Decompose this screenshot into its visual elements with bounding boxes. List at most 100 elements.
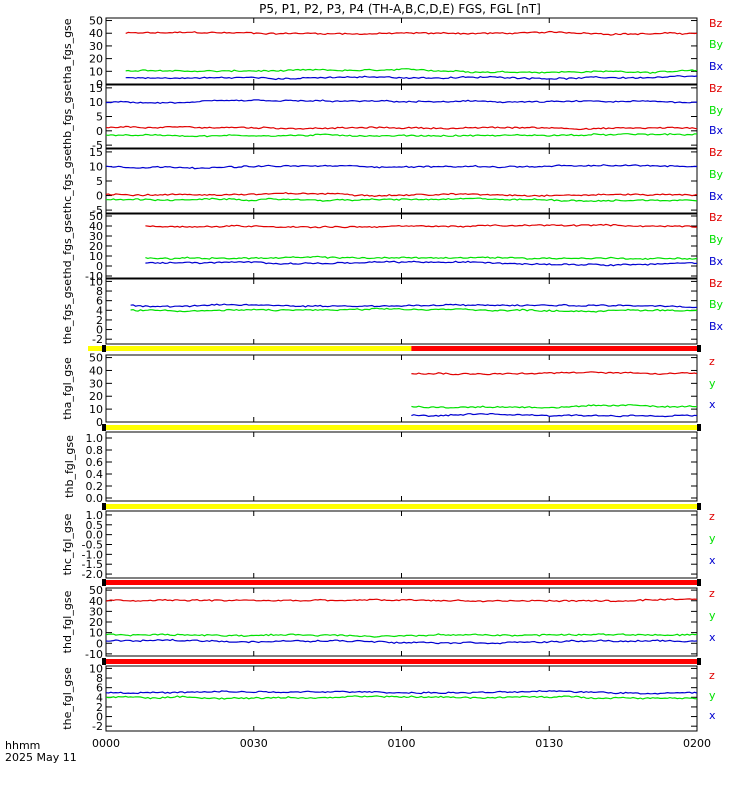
y-tick-label: 30 (89, 377, 103, 390)
y-axis-label: thb_fgs_gse (61, 84, 74, 150)
panel-frame (105, 84, 698, 149)
y-tick-label: -2.0 (82, 568, 103, 581)
legend-y: y (709, 609, 716, 622)
legend-y: y (709, 377, 716, 390)
y-tick-label: 20 (89, 53, 103, 66)
y-axis-label: the_fgl_gse (61, 667, 74, 730)
panel-frame (105, 278, 698, 345)
y-tick-label: 0.0 (86, 529, 104, 542)
legend-Bz: Bz (709, 82, 723, 95)
y-tick-label: 15 (89, 146, 103, 159)
legend-x: x (709, 631, 716, 644)
legend-Bx: Bx (709, 255, 724, 268)
y-tick-label: 0 (96, 260, 103, 273)
y-axis-label: tha_fgs_gse (61, 18, 74, 83)
y-tick-label: 10 (89, 627, 103, 640)
series-line-x (106, 689, 697, 695)
y-tick-label: -10 (85, 270, 103, 283)
quality-bar-cap (102, 345, 106, 352)
series-line-By (106, 197, 697, 203)
legend-By: By (709, 168, 724, 181)
y-tick-label: 0 (96, 324, 103, 337)
panel-thb_fgl_gse: 0.00.20.40.60.81.0 thb_fgl_gse (63, 431, 698, 505)
quality-bar-cap (697, 424, 701, 431)
series-line-x (106, 638, 697, 645)
x-tick-label: 0100 (388, 737, 416, 750)
series-line-Bx (106, 99, 697, 105)
y-tick-label: 40 (89, 220, 103, 233)
y-axis-label: tha_fgl_gse (61, 357, 74, 420)
quality-bar-yellow (106, 425, 697, 430)
legend-By: By (709, 38, 724, 51)
quality-bar-cap (697, 503, 701, 510)
y-tick-label: 10 (89, 250, 103, 263)
y-axis-label: thd_fgs_gse (61, 213, 74, 279)
panel-thc_fgl_gse: -2.0-1.5-1.0-0.50.00.51.0 thc_fgl_gse zyx (61, 509, 716, 581)
time-axis-label: hhmm (5, 739, 40, 752)
quality-bar-cap (102, 503, 106, 510)
quality-bar-yellow (106, 504, 697, 509)
quality-bar-cap (102, 658, 106, 665)
quality-bar-red (106, 659, 697, 664)
legend-y: y (709, 689, 716, 702)
y-tick-label: 10 (89, 662, 103, 675)
panel-frame (105, 354, 698, 423)
series-line-Bx (125, 75, 697, 81)
legend-Bz: Bz (709, 146, 723, 159)
y-tick-label: 0.5 (86, 519, 104, 532)
y-tick-label: 15 (89, 82, 103, 95)
y-tick-label: -2 (92, 333, 103, 346)
series-line-By (125, 68, 697, 75)
y-tick-label: 8 (96, 285, 103, 298)
series-line-By (106, 132, 697, 138)
y-tick-label: 20 (89, 240, 103, 253)
y-axis-label: thd_fgl_gse (61, 590, 74, 653)
y-tick-label: -10 (85, 648, 103, 661)
y-tick-label: 20 (89, 390, 103, 403)
series-line-y (411, 404, 697, 409)
x-tick-label: 0200 (683, 737, 711, 750)
panel-frame (105, 510, 698, 579)
figure-title: P5, P1, P2, P3, P4 (TH-A,B,C,D,E) FGS, F… (259, 2, 541, 16)
series-line-y (106, 633, 697, 638)
quality-bar-cap (697, 579, 701, 586)
series-line-Bx (130, 303, 697, 309)
quality-bar-cap (102, 424, 106, 431)
y-tick-label: 30 (89, 605, 103, 618)
x-tick-label: 0130 (535, 737, 563, 750)
series-line-Bx (145, 260, 697, 267)
legend-y: y (709, 532, 716, 545)
quality-bar-red (411, 346, 697, 351)
legend-x: x (709, 398, 716, 411)
series-line-Bz (145, 223, 697, 229)
y-tick-label: -5 (92, 204, 103, 217)
date-label: 2025 May 11 (5, 751, 77, 764)
y-tick-label: 50 (89, 584, 103, 597)
y-tick-label: 20 (89, 616, 103, 629)
quality-bar-yellow (88, 346, 412, 351)
legend-Bz: Bz (709, 17, 723, 30)
panel-frame (105, 587, 698, 657)
y-tick-label: 1.0 (86, 432, 104, 445)
y-tick-label: 0.2 (86, 480, 104, 493)
y-tick-label: -0.5 (82, 539, 103, 552)
series-line-Bx (106, 164, 697, 170)
x-tick-label: 0030 (240, 737, 268, 750)
y-axis-label: the_fgs_gse (61, 279, 74, 344)
series-line-z (106, 597, 697, 603)
x-tick-label: 0000 (92, 737, 120, 750)
legend-z: z (709, 355, 715, 368)
legend-Bx: Bx (709, 124, 724, 137)
y-tick-label: 10 (89, 275, 103, 288)
y-axis-label: thc_fgl_gse (61, 513, 74, 575)
y-axis-label: thc_fgs_gse (61, 149, 74, 214)
quality-bar-cap (102, 579, 106, 586)
panel-frame (105, 17, 698, 85)
